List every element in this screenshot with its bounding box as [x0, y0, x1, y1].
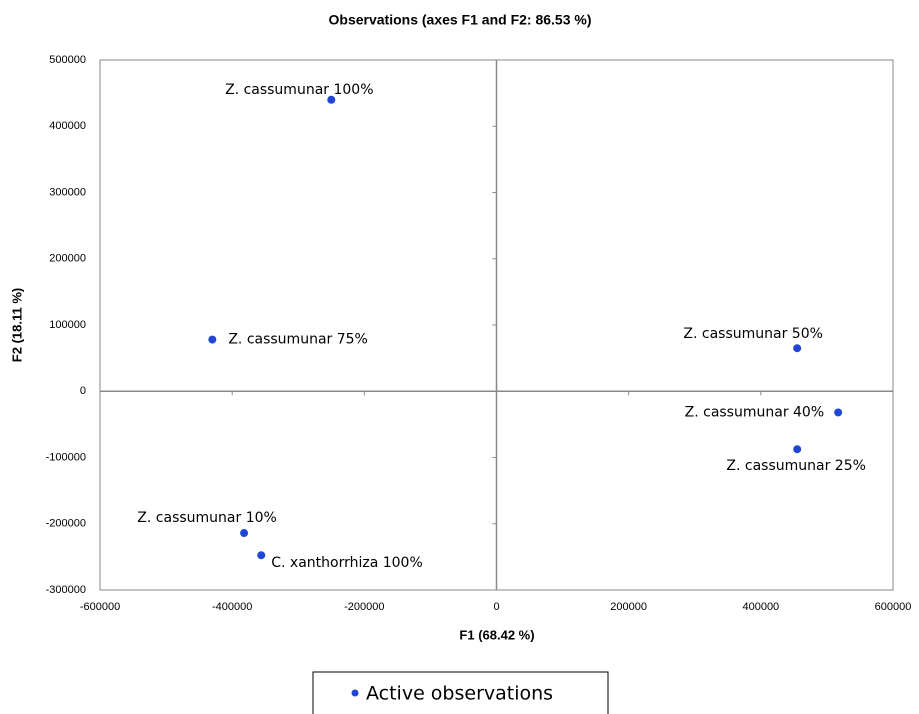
legend-box [312, 671, 609, 714]
y-tick-label: 300000 [49, 186, 86, 198]
point-label: Z. cassumunar 25% [726, 458, 866, 474]
point-label: Z. cassumunar 10% [137, 510, 277, 526]
point-label: Z. cassumunar 50% [683, 326, 823, 342]
x-axis-title: F1 (68.42 %) [459, 627, 534, 642]
y-axis-title: F2 (18.11 %) [9, 288, 24, 362]
x-tick-label: -600000 [80, 601, 120, 613]
legend-marker [351, 689, 359, 697]
point [793, 445, 802, 454]
x-tick-label: 600000 [875, 601, 912, 613]
y-tick-label: 500000 [49, 54, 86, 66]
x-tick-label: -400000 [212, 601, 252, 613]
point [240, 529, 249, 538]
y-tick-label: -200000 [46, 518, 86, 530]
y-tick-label: -300000 [46, 584, 86, 596]
y-tick-label: 0 [80, 385, 86, 397]
x-tick-label: -200000 [344, 601, 384, 613]
point [793, 344, 802, 353]
legend-label: Active observations [366, 683, 553, 705]
y-tick-label: 400000 [49, 120, 86, 132]
x-tick-label: 0 [493, 601, 499, 613]
point-label: Z. cassumunar 75% [228, 332, 368, 348]
x-tick-label: 400000 [742, 601, 779, 613]
point [208, 335, 217, 344]
point [327, 95, 336, 104]
point-label: Z. cassumunar 100% [225, 82, 373, 98]
y-tick-label: -100000 [46, 451, 86, 463]
y-tick-label: 200000 [49, 253, 86, 265]
x-tick-label: 200000 [610, 601, 647, 613]
point [834, 408, 843, 417]
chart-title: Observations (axes F1 and F2: 86.53 %) [329, 12, 592, 28]
y-tick-label: 100000 [49, 319, 86, 331]
point-label: Z. cassumunar 40% [685, 404, 825, 420]
point [257, 551, 266, 560]
point-label: C. xanthorrhiza 100% [271, 555, 423, 571]
